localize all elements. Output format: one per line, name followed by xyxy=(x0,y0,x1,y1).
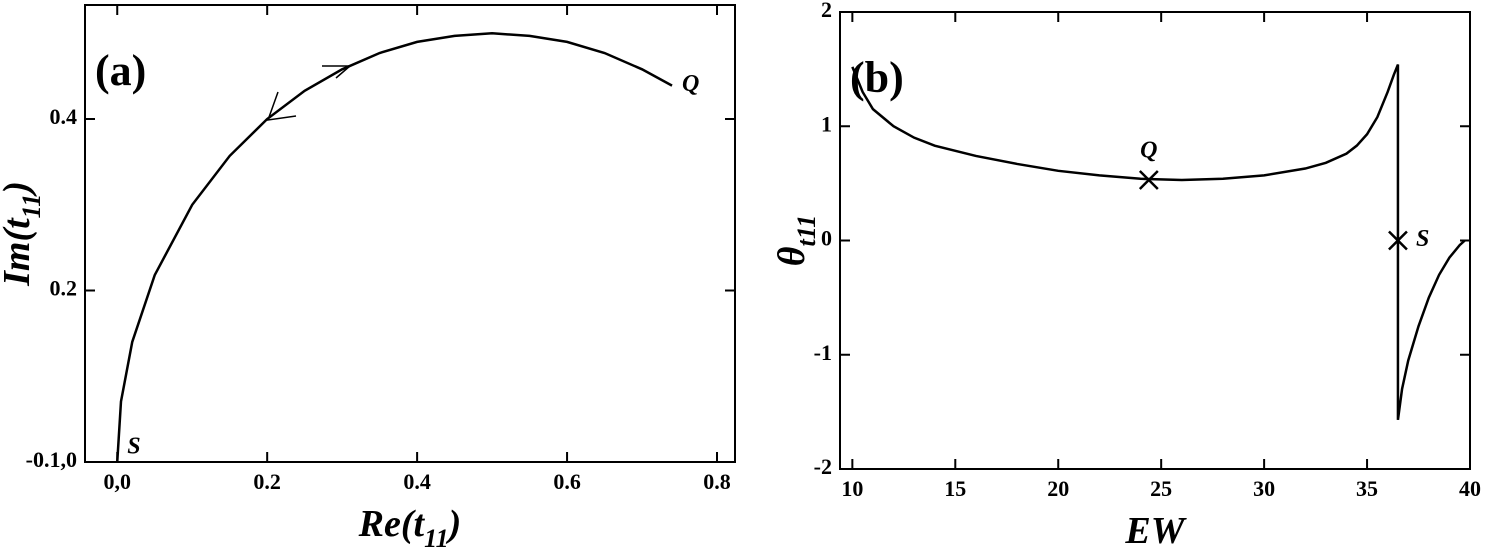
panel-label: (a) xyxy=(95,46,146,95)
x-axis-label-part: Re(t xyxy=(358,503,426,545)
plot-frame xyxy=(839,11,1471,470)
x-marker xyxy=(1388,230,1408,251)
x-axis-label-part: EW xyxy=(1124,510,1187,552)
x-axis-label-part: ) xyxy=(446,503,462,545)
x-axis-label: EW xyxy=(1124,510,1187,552)
x-tick-label: 15 xyxy=(944,476,966,501)
y-axis-label: Im(t11) xyxy=(0,181,46,287)
y-axis-label-part: ) xyxy=(0,181,38,197)
x-axis-label: Re(t11) xyxy=(358,503,462,554)
y-axis-label-part: Im(t xyxy=(0,217,38,287)
plot-frame xyxy=(84,4,736,463)
x-tick-label: 25 xyxy=(1150,476,1172,501)
x-tick-label: 40 xyxy=(1459,476,1481,501)
data-line xyxy=(851,64,1466,421)
x-tick-label: 0.8 xyxy=(703,469,731,494)
annotation: S xyxy=(127,434,140,460)
arrow-head xyxy=(266,91,297,121)
x-tick-label: 35 xyxy=(1356,476,1378,501)
x-tick-label: 0,0 xyxy=(103,469,131,494)
y-tick-label: -0.1,0 xyxy=(26,447,77,472)
x-tick-label: 0.4 xyxy=(403,469,431,494)
y-axis-label-part: θ xyxy=(771,246,813,266)
data-line xyxy=(115,32,673,463)
y-tick-label: -1 xyxy=(814,340,832,365)
y-axis-label: θt11 xyxy=(771,215,822,267)
panel-label: (b) xyxy=(850,53,904,102)
x-axis-label-part: 11 xyxy=(424,524,449,553)
annotation: Q xyxy=(682,71,699,97)
y-tick-label: 1 xyxy=(821,111,832,136)
y-tick-label: 2 xyxy=(821,0,832,22)
y-tick-label: 0.4 xyxy=(50,104,78,129)
x-tick-label: 20 xyxy=(1047,476,1069,501)
x-marker xyxy=(1138,170,1159,190)
y-axis-label-part: 11 xyxy=(17,194,46,219)
y-axis-label-part: t11 xyxy=(792,215,821,247)
y-tick-label: -2 xyxy=(814,454,832,479)
arrow-head xyxy=(322,65,353,79)
marker-label: Q xyxy=(1140,137,1157,163)
x-tick-label: 10 xyxy=(841,476,863,501)
x-tick-label: 0.2 xyxy=(253,469,281,494)
y-tick-label: 0 xyxy=(821,226,832,251)
x-tick-label: 0.6 xyxy=(553,469,581,494)
y-tick-label: 0.2 xyxy=(50,276,78,301)
marker-label: S xyxy=(1416,226,1429,252)
x-tick-label: 30 xyxy=(1253,476,1275,501)
